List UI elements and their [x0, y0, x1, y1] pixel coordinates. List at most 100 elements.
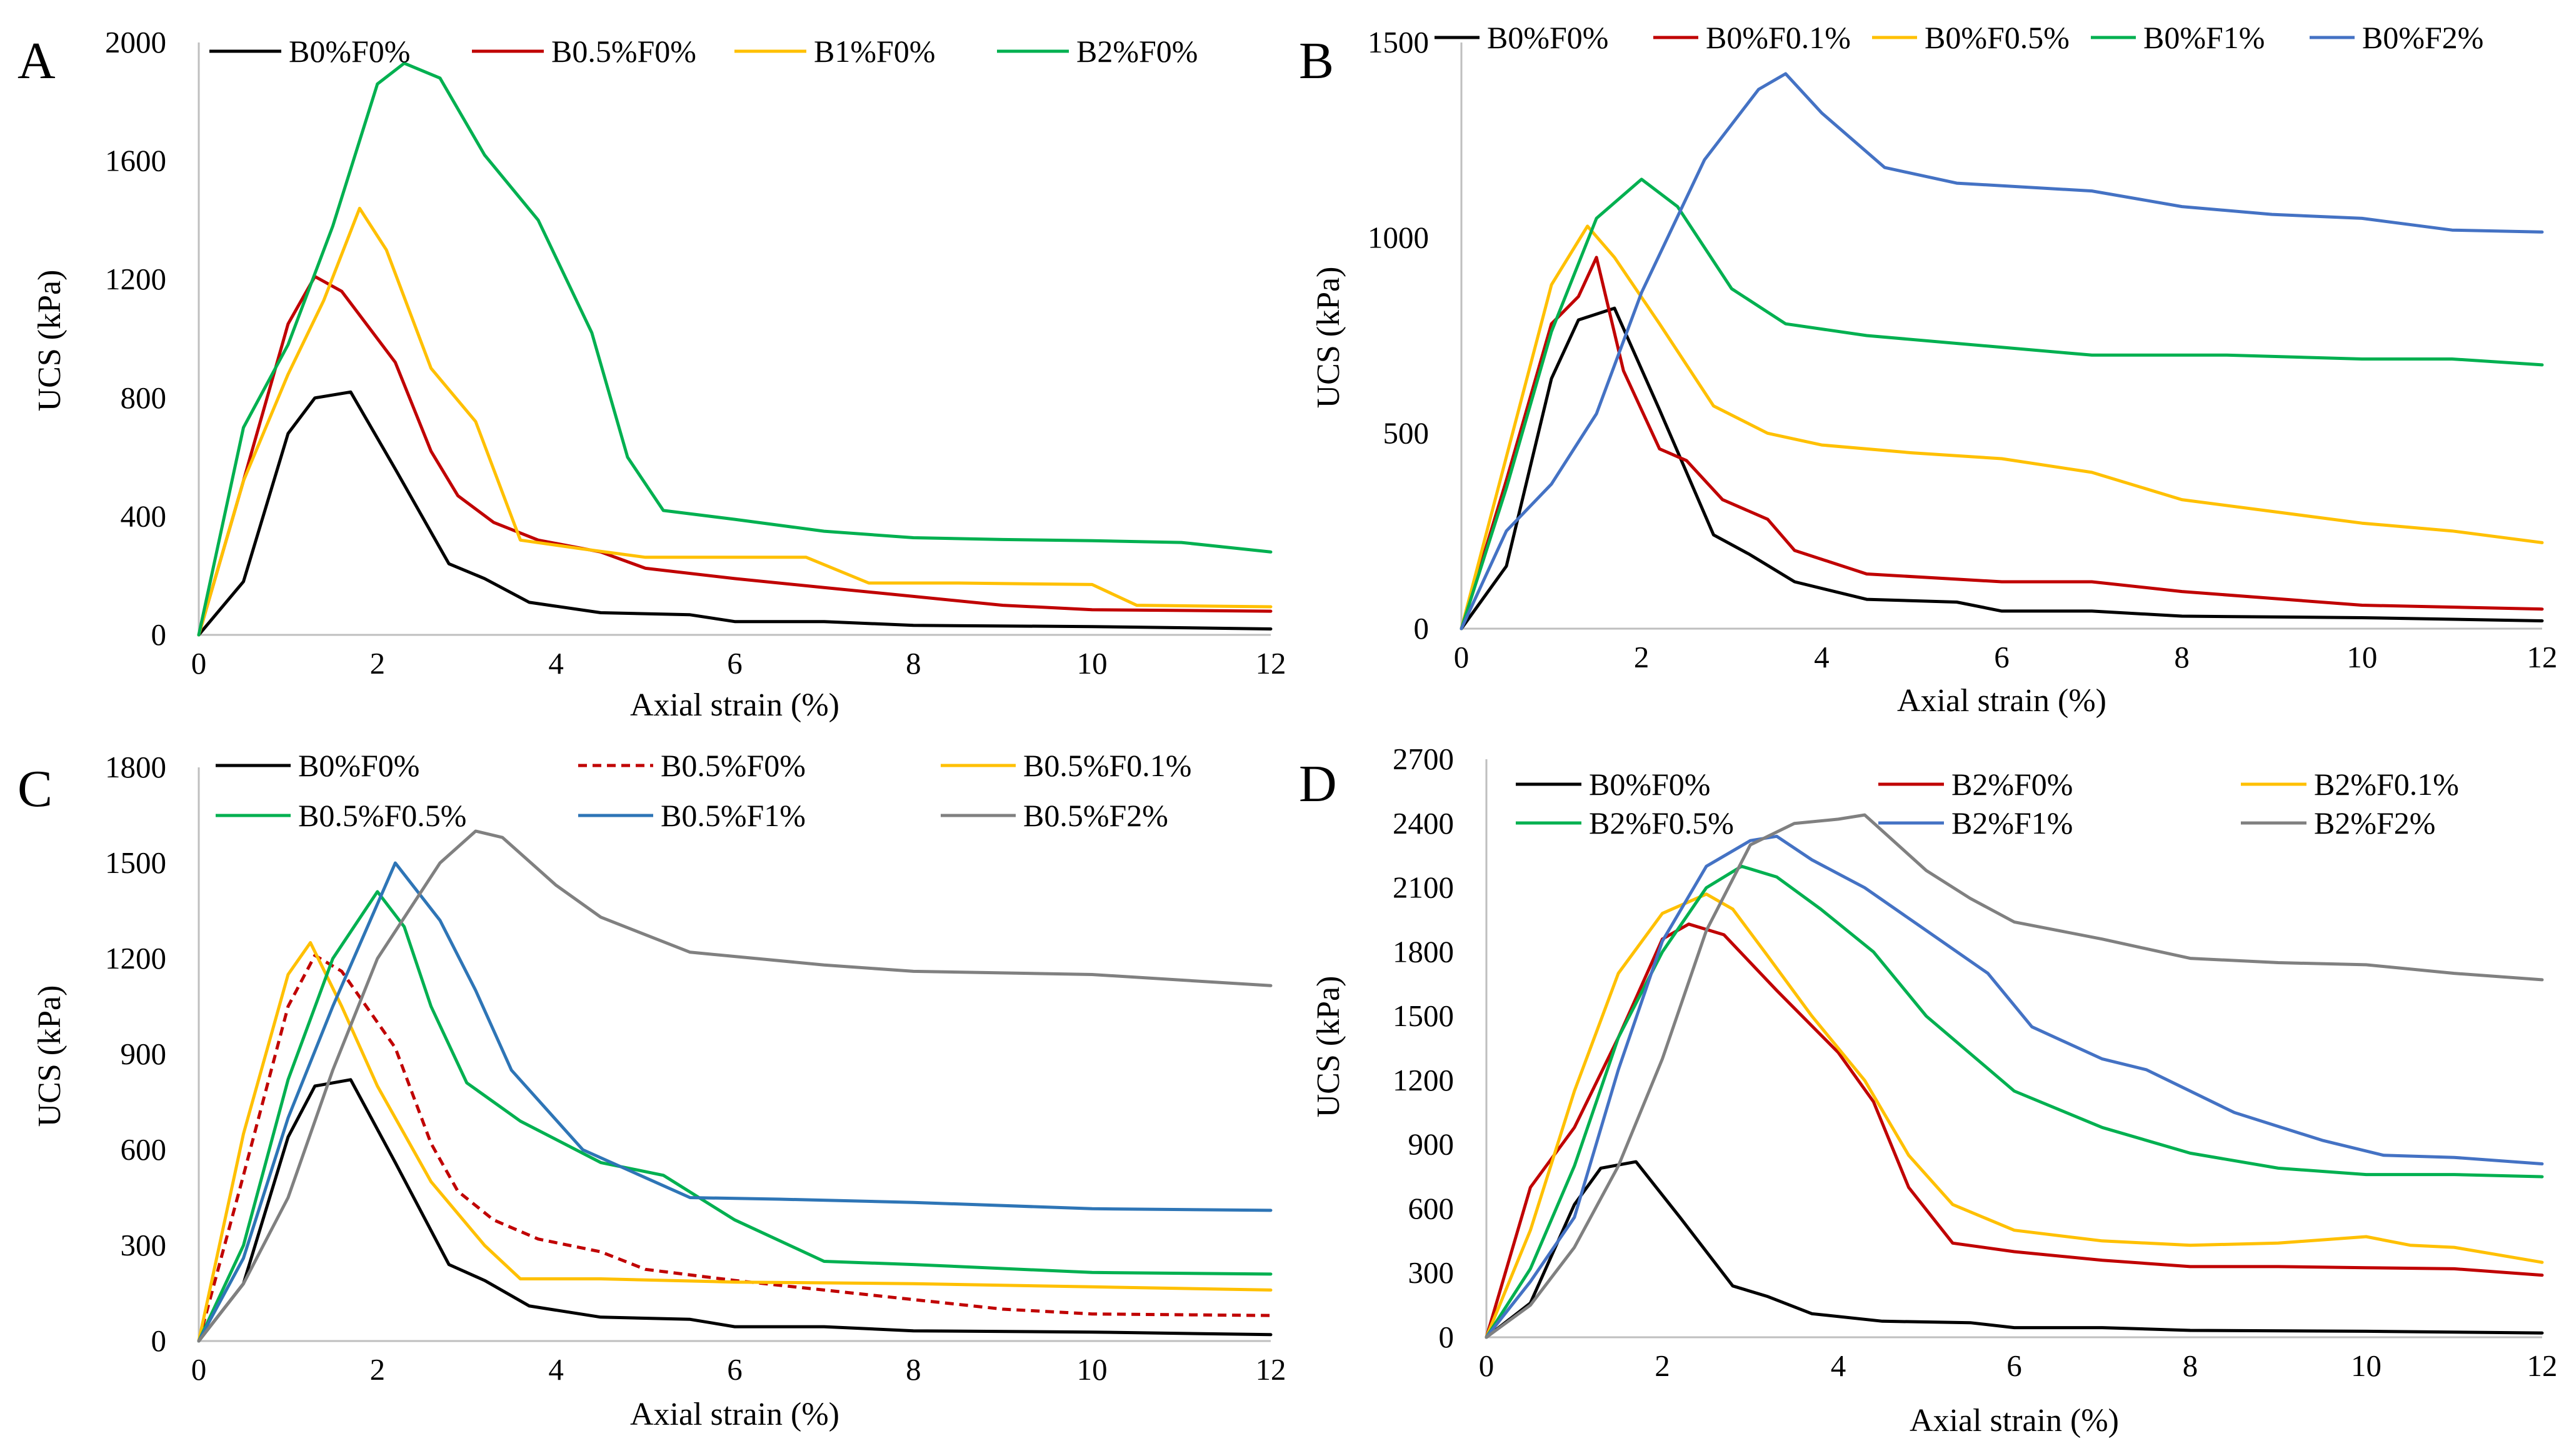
y-tick-label: 2400: [1393, 806, 1454, 840]
x-tick-label: 12: [2527, 640, 2558, 674]
legend-label: B2%F0.5%: [1589, 805, 1734, 840]
y-tick-label: 2000: [105, 25, 166, 59]
x-tick-label: 4: [1831, 1349, 1846, 1383]
y-tick-label: 0: [1414, 611, 1430, 646]
y-axis-title: UCS (kPa): [1311, 976, 1346, 1118]
x-tick-label: 8: [906, 1352, 921, 1387]
y-tick-label: 300: [121, 1228, 167, 1262]
legend-label: B0.5%F1%: [661, 798, 806, 833]
x-axis-title: Axial strain (%): [630, 687, 839, 723]
legend-label: B0%F0.1%: [1706, 20, 1851, 55]
panel-d: 0 300 600 900 1200 1500 1800 2100 2400 2700 0 2 4 6 8 1…: [1299, 742, 2558, 1439]
x-tick-label: 10: [1077, 1352, 1108, 1387]
panel-letter: A: [18, 32, 56, 90]
panel-letter: B: [1299, 32, 1334, 90]
y-tick-label: 1200: [105, 941, 166, 975]
panel-a: 0 400 800 1200 1600 2000 0 2 4 6 8 10 12 Axial strain…: [18, 25, 1286, 723]
y-tick-label: 800: [121, 381, 167, 415]
legend: B0%F0% B2%F0% B2%F0.1% B2%F0.5% B2%F1% B2%F2%: [1516, 767, 2459, 840]
x-tick-label: 2: [1634, 640, 1650, 674]
legend-label: B2%F0%: [1076, 34, 1198, 69]
y-axis-title: UCS (kPa): [1311, 267, 1346, 409]
legend-label: B0.5%F0.1%: [1023, 748, 1191, 783]
y-tick-label: 500: [1383, 416, 1430, 450]
series-line-b0pctf0pct: [197, 1078, 1273, 1343]
panel-letter: D: [1299, 755, 1337, 813]
y-tick-label: 0: [1439, 1320, 1455, 1354]
legend-label: B0%F0%: [1487, 20, 1608, 55]
legend-label: B0.5%F0%: [551, 34, 696, 69]
panel-b: 0 500 1000 1500 0 2 4 6 8 10 12 Axial strain (%) UCS…: [1299, 20, 2558, 719]
x-tick-label: 12: [2527, 1349, 2558, 1383]
legend-label: B0%F2%: [2362, 20, 2483, 55]
x-tick-label: 0: [191, 1352, 207, 1387]
x-tick-label: 4: [1814, 640, 1830, 674]
y-tick-label: 1000: [1368, 221, 1429, 255]
series-line-b0pctf0pct: [197, 390, 1273, 637]
panel-letter: C: [18, 760, 53, 818]
y-axis-title: UCS (kPa): [32, 985, 68, 1127]
legend-label: B2%F0.1%: [2314, 767, 2459, 802]
series-line-b2pctf1pct: [1485, 834, 2544, 1339]
x-tick-label: 10: [2346, 640, 2377, 674]
x-tick-label: 6: [1994, 640, 2010, 674]
y-tick-label: 2100: [1393, 870, 1454, 905]
x-tick-label: 6: [727, 646, 743, 681]
y-tick-label: 900: [1408, 1127, 1455, 1162]
series-line-b0pctf2pct: [1460, 72, 2544, 631]
x-tick-label: 2: [370, 646, 386, 681]
x-tick-label: 6: [727, 1352, 743, 1387]
y-tick-label: 1800: [105, 750, 166, 784]
x-tick-label: 6: [2006, 1349, 2022, 1383]
y-tick-label: 1200: [105, 262, 166, 296]
legend-label: B1%F0%: [814, 34, 935, 69]
series-line-b0pctf0pct: [1485, 1160, 2544, 1339]
legend-label: B0%F1%: [2143, 20, 2265, 55]
x-tick-label: 4: [548, 646, 564, 681]
x-tick-label: 8: [906, 646, 921, 681]
series-line-b2pctf0pct: [197, 61, 1273, 637]
y-tick-label: 600: [121, 1132, 167, 1167]
y-tick-label: 400: [121, 499, 167, 533]
x-axis-title: Axial strain (%): [1910, 1403, 2119, 1439]
legend-label: B0%F0%: [289, 34, 410, 69]
series-line-b2pctf0-1pct: [1485, 892, 2544, 1339]
y-tick-label: 900: [121, 1037, 167, 1071]
y-tick-label: 0: [151, 617, 167, 652]
y-axis-title: UCS (kPa): [32, 270, 68, 412]
x-tick-label: 0: [191, 646, 207, 681]
y-tick-label: 0: [151, 1324, 167, 1358]
x-axis-title: Axial strain (%): [1897, 683, 2106, 719]
x-tick-label: 10: [2351, 1349, 2381, 1383]
y-tick-label: 1200: [1393, 1063, 1454, 1097]
x-tick-label: 12: [1256, 1352, 1286, 1387]
x-axis-title: Axial strain (%): [630, 1397, 839, 1432]
y-tick-label: 1600: [105, 144, 166, 178]
y-tick-label: 600: [1408, 1191, 1455, 1225]
x-tick-label: 8: [2183, 1349, 2198, 1383]
legend-label: B0%F0.5%: [1925, 20, 2070, 55]
series-line-b0-5pctf2pct: [197, 829, 1273, 1343]
legend: B0%F0% B0.5%F0% B0.5%F0.1% B0.5%F0.5% B0.5%F…: [216, 748, 1191, 833]
y-tick-label: 1500: [1368, 25, 1429, 59]
x-tick-label: 12: [1256, 646, 1286, 681]
legend: B0%F0% B0.5%F0% B1%F0% B2%F0%: [209, 34, 1198, 69]
legend-label: B0.5%F0%: [661, 748, 806, 783]
series-line-b0pctf0-1pct: [1460, 256, 2544, 631]
series-line-b0pctf0pct: [1460, 306, 2544, 631]
y-tick-label: 1500: [1393, 999, 1454, 1033]
x-tick-label: 10: [1077, 646, 1108, 681]
legend: B0%F0% B0%F0.1% B0%F0.5% B0%F1% B0%F2%: [1435, 20, 2483, 55]
series-line-b0-5pctf0-1pct: [197, 941, 1273, 1343]
panel-c: 0 300 600 900 1200 1500 1800 0 2 4 6 8 10 12 Axial str…: [18, 748, 1286, 1432]
series-line-b0-5pctf0-5pct: [197, 890, 1273, 1343]
legend-label: B0.5%F2%: [1023, 798, 1168, 833]
x-tick-label: 4: [548, 1352, 564, 1387]
series-line-b2pctf2pct: [1485, 813, 2544, 1339]
series-line-b0pctf1pct: [1460, 177, 2544, 631]
x-tick-label: 0: [1479, 1349, 1495, 1383]
legend-label: B0%F0%: [298, 748, 419, 783]
legend-label: B2%F2%: [2314, 805, 2435, 840]
